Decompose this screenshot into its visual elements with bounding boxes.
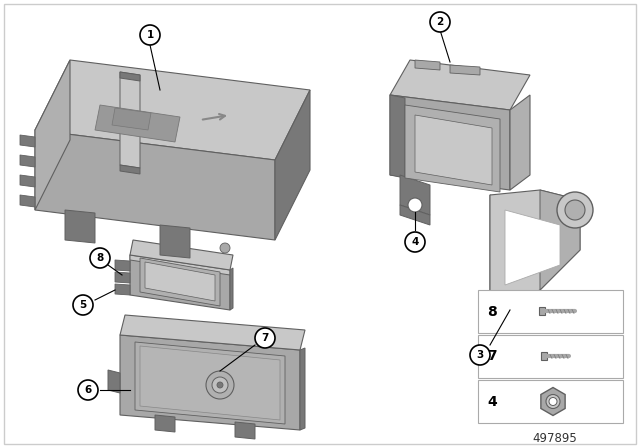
Polygon shape — [541, 388, 565, 415]
Polygon shape — [115, 272, 130, 283]
Polygon shape — [540, 190, 580, 290]
Polygon shape — [65, 210, 95, 243]
Circle shape — [73, 295, 93, 315]
Polygon shape — [140, 258, 220, 306]
Text: 4: 4 — [487, 395, 497, 409]
Polygon shape — [20, 195, 35, 207]
Polygon shape — [415, 60, 440, 70]
Polygon shape — [390, 95, 405, 178]
Circle shape — [549, 397, 557, 405]
Polygon shape — [112, 108, 151, 130]
Polygon shape — [505, 210, 560, 285]
Circle shape — [430, 12, 450, 32]
Polygon shape — [135, 342, 285, 424]
Polygon shape — [490, 195, 510, 318]
Polygon shape — [120, 165, 140, 174]
Text: 497895: 497895 — [532, 431, 577, 444]
Text: 3: 3 — [476, 350, 484, 360]
Polygon shape — [415, 115, 492, 185]
Circle shape — [78, 380, 98, 400]
Polygon shape — [145, 262, 215, 301]
Polygon shape — [130, 255, 230, 310]
Circle shape — [470, 345, 490, 365]
Circle shape — [220, 243, 230, 253]
Polygon shape — [400, 175, 430, 215]
Circle shape — [140, 25, 160, 45]
Polygon shape — [120, 72, 140, 81]
Circle shape — [255, 328, 275, 348]
Polygon shape — [510, 95, 530, 190]
Circle shape — [546, 395, 560, 409]
Polygon shape — [115, 284, 130, 295]
Polygon shape — [155, 415, 175, 432]
Polygon shape — [160, 225, 190, 258]
Polygon shape — [300, 348, 305, 430]
Text: 5: 5 — [79, 300, 86, 310]
Circle shape — [405, 232, 425, 252]
Polygon shape — [108, 370, 120, 393]
Polygon shape — [400, 205, 430, 225]
Text: 7: 7 — [487, 349, 497, 363]
Text: 8: 8 — [97, 253, 104, 263]
Polygon shape — [20, 155, 35, 167]
Text: 7: 7 — [261, 333, 269, 343]
Circle shape — [557, 192, 593, 228]
Polygon shape — [230, 268, 233, 310]
Circle shape — [408, 198, 422, 212]
FancyBboxPatch shape — [478, 380, 623, 423]
Polygon shape — [130, 255, 230, 275]
Text: 2: 2 — [436, 17, 444, 27]
Circle shape — [90, 248, 110, 268]
Polygon shape — [539, 307, 545, 315]
Polygon shape — [130, 240, 233, 270]
Polygon shape — [275, 90, 310, 240]
FancyBboxPatch shape — [478, 290, 623, 333]
Polygon shape — [35, 60, 310, 160]
Circle shape — [206, 371, 234, 399]
Polygon shape — [20, 175, 35, 187]
Polygon shape — [541, 353, 547, 361]
Polygon shape — [140, 346, 280, 420]
Text: 1: 1 — [147, 30, 154, 40]
Polygon shape — [35, 130, 275, 240]
Polygon shape — [95, 105, 180, 142]
Polygon shape — [120, 72, 140, 168]
Text: 6: 6 — [84, 385, 92, 395]
Polygon shape — [390, 95, 510, 190]
Text: 8: 8 — [487, 305, 497, 319]
Circle shape — [217, 382, 223, 388]
Polygon shape — [490, 190, 580, 310]
Polygon shape — [235, 422, 255, 439]
Polygon shape — [120, 315, 305, 350]
Circle shape — [212, 377, 228, 393]
Circle shape — [565, 200, 585, 220]
Polygon shape — [405, 105, 500, 192]
Polygon shape — [35, 60, 70, 210]
Polygon shape — [120, 335, 300, 430]
Polygon shape — [390, 60, 530, 110]
Polygon shape — [20, 135, 35, 147]
Polygon shape — [115, 260, 130, 271]
Polygon shape — [450, 65, 480, 75]
Text: 4: 4 — [412, 237, 419, 247]
FancyBboxPatch shape — [478, 335, 623, 378]
